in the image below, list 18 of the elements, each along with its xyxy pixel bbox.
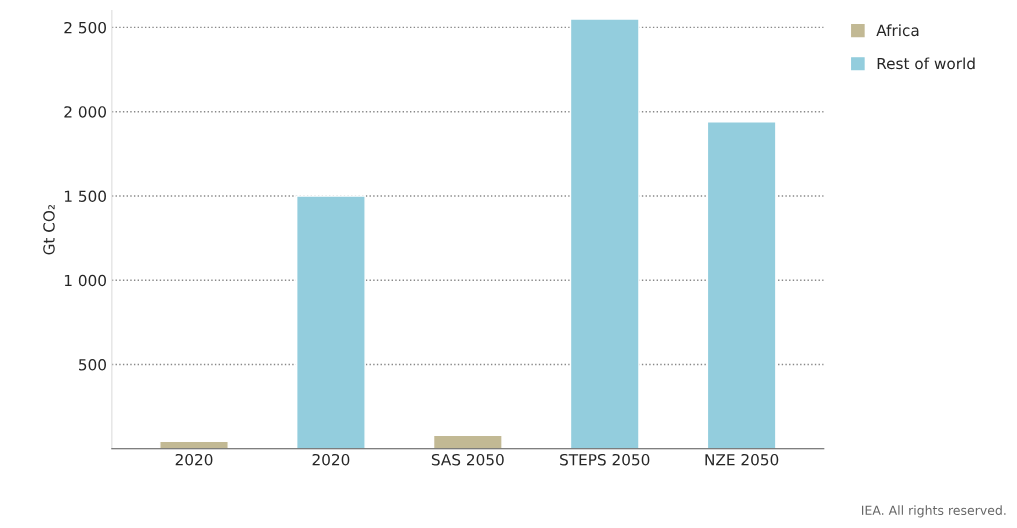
bar bbox=[706, 121, 777, 449]
y-tick-label: 2 000 bbox=[64, 106, 106, 118]
legend-label: Africa bbox=[876, 24, 919, 37]
y-tick-label: 500 bbox=[79, 358, 106, 371]
x-tick-label: STEPS 2050 bbox=[560, 453, 650, 466]
bar bbox=[432, 434, 503, 449]
y-axis-title: Gt CO₂ bbox=[43, 204, 55, 255]
x-tick-label: NZE 2050 bbox=[705, 453, 779, 466]
legend-label: Rest of world bbox=[877, 57, 975, 70]
text: IEA. All rights reserved. bbox=[861, 505, 1006, 518]
x-tick-label: 2020 bbox=[312, 453, 350, 466]
x-tick-label: 2020 bbox=[175, 453, 213, 466]
y-tick-label: 1 500 bbox=[64, 190, 106, 202]
y-tick-label: 2 500 bbox=[64, 21, 106, 34]
y-tick-label: 1 000 bbox=[64, 274, 106, 287]
bar bbox=[295, 195, 366, 449]
bar bbox=[569, 18, 640, 449]
x-tick-label: SAS 2050 bbox=[431, 453, 504, 466]
